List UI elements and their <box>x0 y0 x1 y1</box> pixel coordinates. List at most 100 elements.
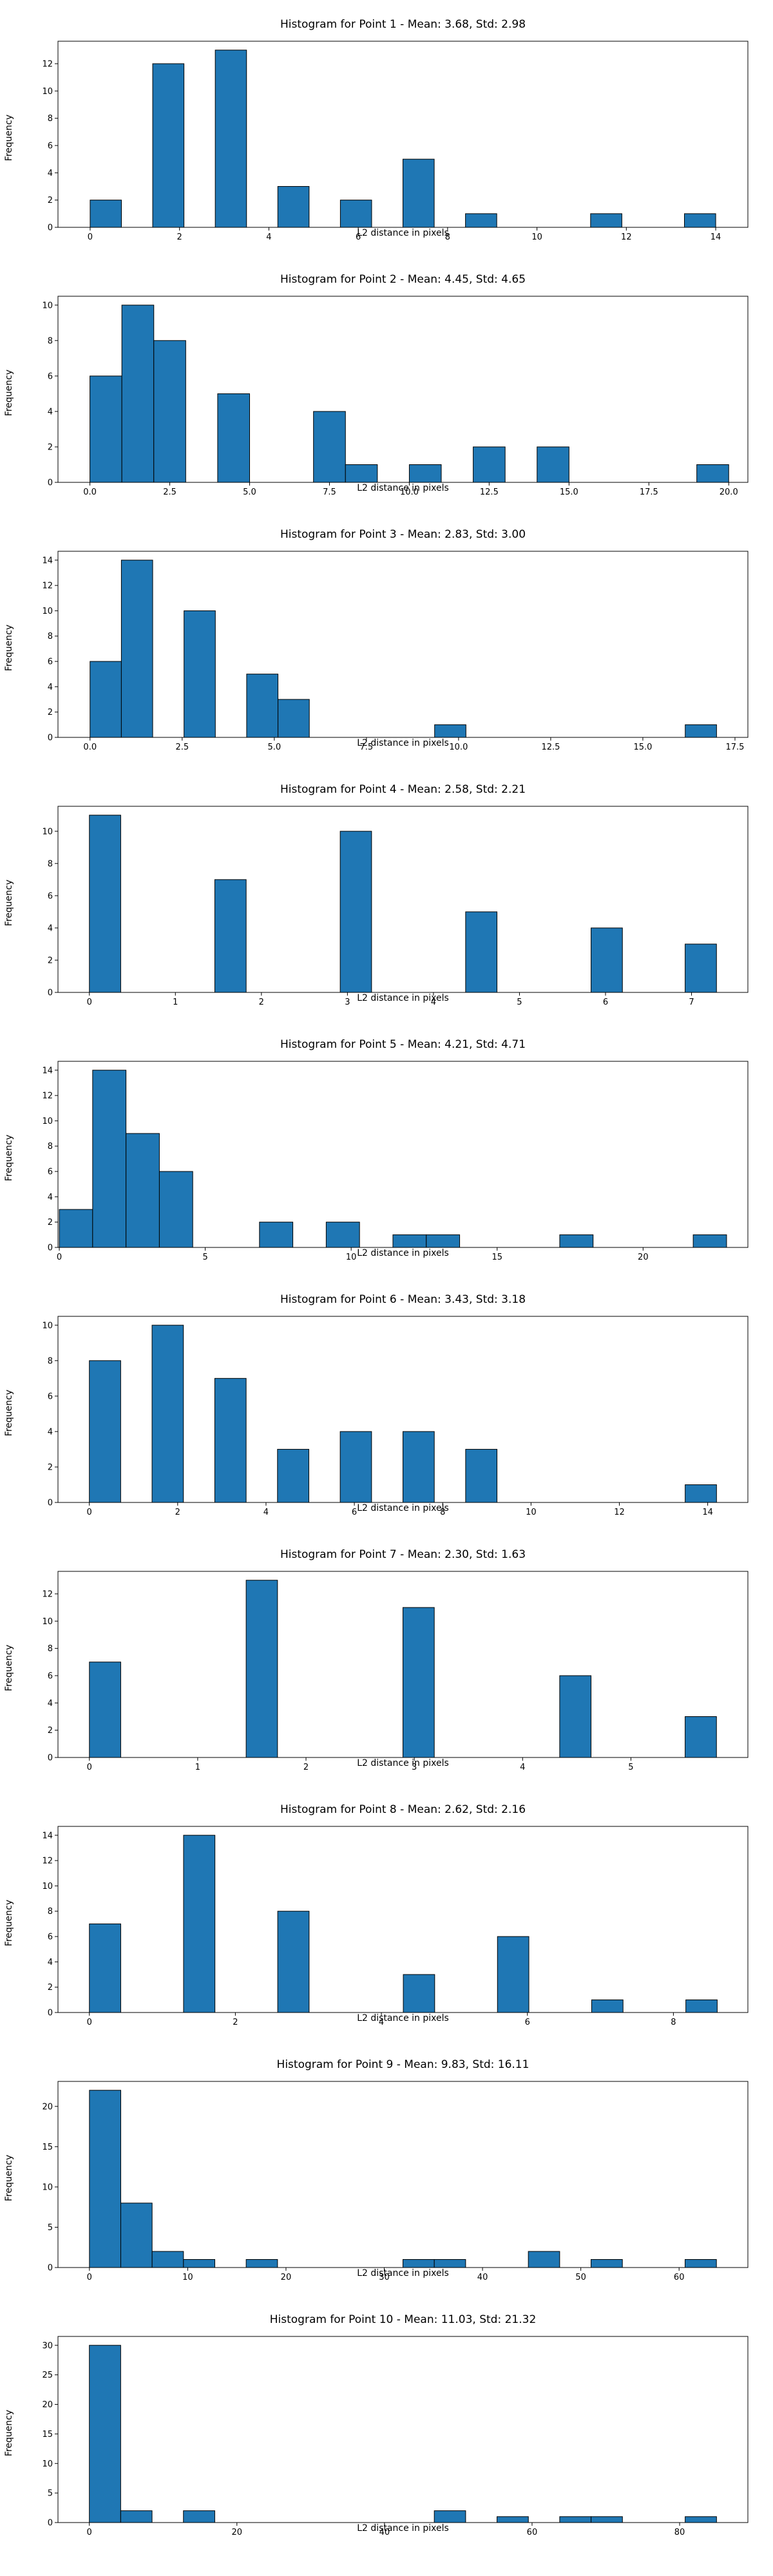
x-tick-label: 6 <box>356 232 361 242</box>
histogram-bar <box>684 213 716 228</box>
histogram-bar <box>183 1835 216 2013</box>
x-tick-label: 4 <box>266 232 271 242</box>
y-tick-label: 0 <box>48 989 53 998</box>
y-tick-label: 6 <box>48 1933 53 1942</box>
x-axis-label: L2 distance in pixels <box>357 228 449 238</box>
y-axis-label: Frequency <box>4 114 14 162</box>
y-tick-label: 8 <box>48 632 53 641</box>
histogram-panel: 0.0 2.5 5.0 7.5 10.0 12.5 15.0 17.5 20.0 0 2 4 6 8 10 H… <box>0 255 773 510</box>
axes-frame <box>57 41 749 228</box>
x-tick-label: 2 <box>259 998 264 1007</box>
x-axis-label: L2 distance in pixels <box>357 1758 449 1768</box>
y-tick-label: 8 <box>48 859 53 869</box>
y-tick-label: 6 <box>48 372 53 381</box>
x-axis-label: L2 distance in pixels <box>357 993 449 1003</box>
x-tick-label: 5 <box>628 1763 633 1772</box>
x-axis-label: L2 distance in pixels <box>357 738 449 748</box>
y-tick-label: 2 <box>48 1983 53 1993</box>
histogram-plot: 0 20 40 60 80 0 5 10 15 20 25 30 <box>42 2336 749 2537</box>
x-tick-label: 50 <box>575 2273 586 2282</box>
y-tick-label: 10 <box>42 1617 53 1627</box>
y-tick-label: 14 <box>42 1066 53 1075</box>
chart-title: Histogram for Point 10 - Mean: 11.03, St… <box>269 2313 537 2326</box>
histogram-bar <box>277 185 310 228</box>
x-tick-label: 0 <box>87 2528 92 2537</box>
x-tick-label: 0 <box>88 232 93 242</box>
x-tick-label: 8 <box>671 2018 676 2027</box>
x-axis-label: L2 distance in pixels <box>357 2268 449 2278</box>
x-tick-label: 5.0 <box>267 743 281 752</box>
histogram-bar <box>89 1923 121 2013</box>
histogram-bar <box>214 1378 247 1503</box>
x-tick-label: 60 <box>674 2273 685 2282</box>
histogram-bar <box>152 63 185 228</box>
y-tick-label: 6 <box>48 1168 53 1177</box>
histogram-panel: 0 1 2 3 4 5 6 7 0 2 4 6 8 10 Histogram for Point 4 - M… <box>0 765 773 1020</box>
histogram-plot: 0 2 4 6 8 10 12 14 0 2 4 6 8 10 <box>42 1316 749 1517</box>
chart-title: Histogram for Point 6 - Mean: 3.43, Std:… <box>280 1293 526 1306</box>
y-axis-label: Frequency <box>4 2409 14 2457</box>
histogram-bar <box>184 610 216 738</box>
x-tick-label: 12 <box>614 1508 625 1517</box>
histogram-plot: 0 2 4 6 8 0 2 4 6 8 10 12 14 <box>42 1826 749 2027</box>
histogram-panel: 0 10 20 30 40 50 60 0 5 10 15 20 Histogram for Point… <box>0 2040 773 2295</box>
y-tick-label: 25 <box>42 2371 53 2380</box>
chart-title: Histogram for Point 4 - Mean: 2.58, Std:… <box>280 783 526 796</box>
histogram-panel: 0 5 10 15 20 0 2 4 6 8 10 12 14 Histogram for Point 5… <box>0 1020 773 1275</box>
y-tick-label: 12 <box>42 582 53 591</box>
histogram-bar <box>245 1580 278 1758</box>
chart-title: Histogram for Point 2 - Mean: 4.45, Std:… <box>280 273 526 286</box>
histogram-panel: 0 2 4 6 8 0 2 4 6 8 10 12 14 Histogram for Point 8 - … <box>0 1785 773 2040</box>
histogram-bar <box>120 2510 153 2523</box>
y-tick-label: 6 <box>48 891 53 901</box>
histogram-bar <box>89 1360 121 1503</box>
x-tick-label: 7 <box>689 998 694 1007</box>
y-tick-label: 4 <box>48 1958 53 1967</box>
x-tick-label: 10 <box>531 232 542 242</box>
y-tick-label: 12 <box>42 59 53 69</box>
histogram-bar <box>126 1133 160 1248</box>
y-tick-label: 8 <box>48 336 53 346</box>
histogram-bar <box>426 1234 461 1248</box>
y-tick-label: 4 <box>48 407 53 417</box>
x-tick-label: 15.0 <box>560 488 578 497</box>
histogram-bar <box>214 879 247 993</box>
histogram-bar <box>497 2516 529 2523</box>
histogram-bar <box>403 1974 435 2013</box>
histogram-bar <box>685 1716 717 1758</box>
histogram-bar <box>339 200 372 228</box>
x-tick-label: 40 <box>477 2273 488 2282</box>
axes-frame <box>57 1316 749 1503</box>
y-tick-label: 2 <box>48 956 53 965</box>
x-axis-label: L2 distance in pixels <box>357 1503 449 1513</box>
y-tick-label: 15 <box>42 2430 53 2439</box>
histogram-bar <box>246 674 279 738</box>
y-tick-label: 10 <box>42 827 53 837</box>
histogram-bar <box>259 1222 294 1248</box>
y-tick-label: 5 <box>48 2489 53 2499</box>
axes-frame <box>57 1061 749 1248</box>
x-axis-label: L2 distance in pixels <box>357 2013 449 2023</box>
y-axis-label: Frequency <box>4 369 14 417</box>
x-tick-label: 12.5 <box>541 743 560 752</box>
histogram-bar <box>120 2202 153 2268</box>
x-tick-label: 17.5 <box>725 743 744 752</box>
histogram-bar <box>92 1070 127 1248</box>
y-tick-label: 4 <box>48 683 53 692</box>
x-tick-label: 20 <box>638 1253 649 1262</box>
y-tick-label: 30 <box>42 2341 53 2351</box>
x-tick-label: 0.0 <box>83 488 97 497</box>
y-tick-label: 20 <box>42 2400 53 2410</box>
histogram-panel: 0 2 4 6 8 10 12 14 0 2 4 6 8 10 12 Histogram for Point … <box>0 0 773 255</box>
y-tick-label: 15 <box>42 2143 53 2152</box>
x-tick-label: 15.0 <box>633 743 652 752</box>
y-tick-label: 4 <box>48 923 53 933</box>
y-tick-label: 2 <box>48 442 53 452</box>
x-tick-label: 40 <box>379 2528 390 2537</box>
histogram-bar <box>434 2259 466 2268</box>
y-tick-label: 4 <box>48 1699 53 1709</box>
x-tick-label: 8 <box>440 1508 445 1517</box>
x-tick-label: 4 <box>431 998 436 1007</box>
histogram-bar <box>591 927 623 993</box>
